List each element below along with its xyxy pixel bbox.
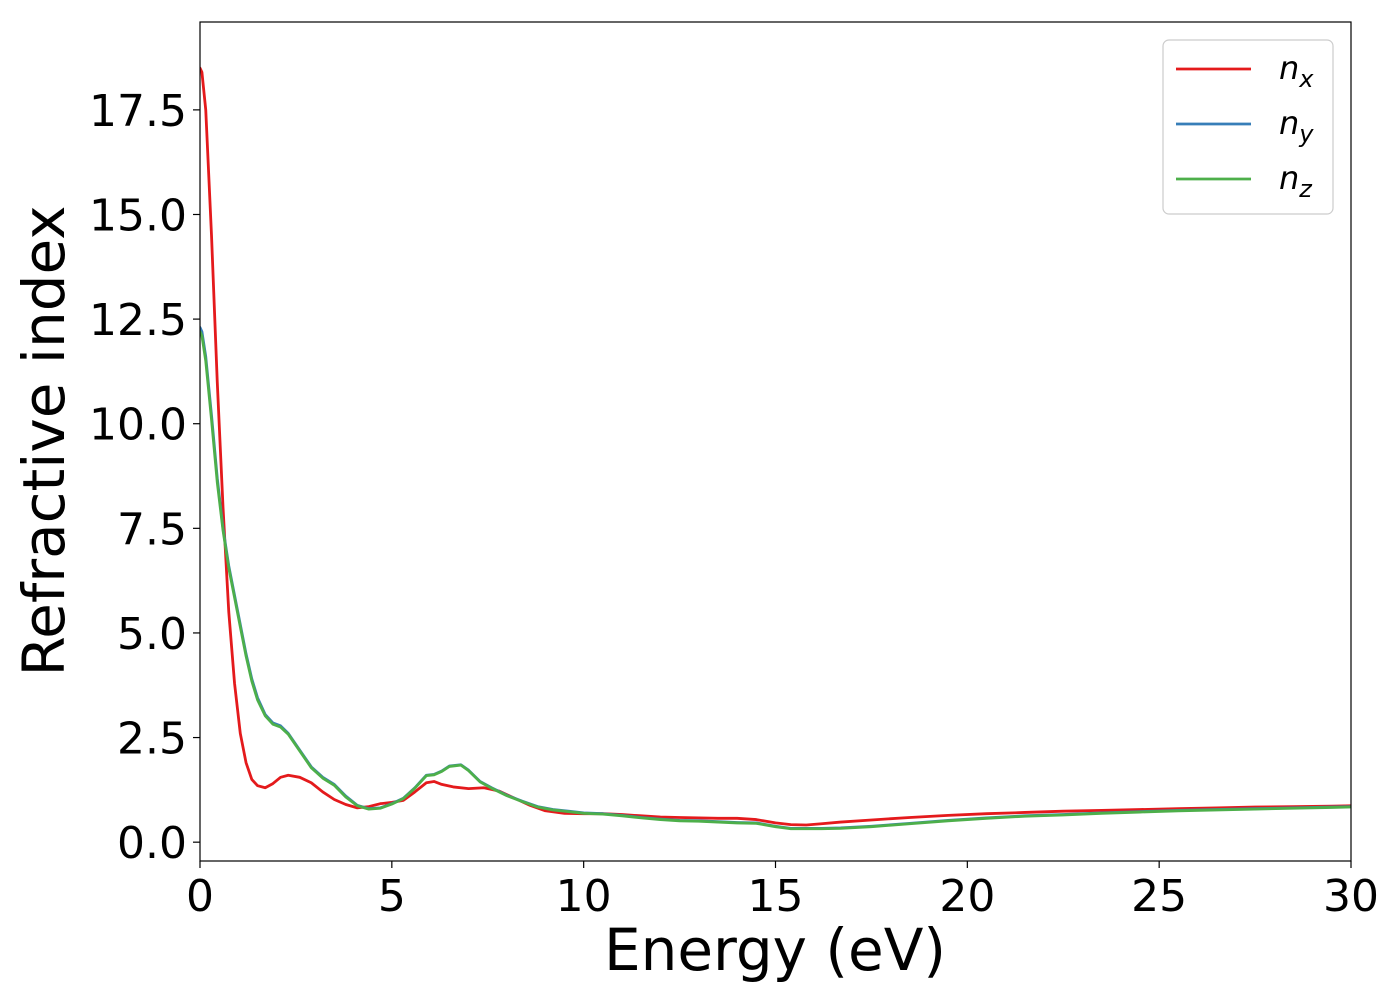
x-axis: 0 5 10 15 20 25 30 xyxy=(186,861,1379,922)
legend-label-subscript: z xyxy=(1298,175,1313,203)
y-tick-label: 7.5 xyxy=(117,504,187,555)
y-tick-label: 10.0 xyxy=(89,400,187,451)
x-tick-label: 15 xyxy=(748,871,804,922)
y-axis-title: Refractive index xyxy=(10,205,78,676)
x-axis-title: Energy (eV) xyxy=(604,916,946,984)
series-line-y xyxy=(200,326,1351,830)
legend-frame xyxy=(1162,39,1334,215)
legend-label-base: n xyxy=(1279,159,1299,197)
series-line-z xyxy=(200,330,1351,831)
legend-label-z: nz xyxy=(1279,159,1313,203)
x-tick-label: 30 xyxy=(1323,871,1379,922)
legend-label-subscript: x xyxy=(1298,65,1314,93)
y-tick-label: 2.5 xyxy=(117,714,187,765)
x-tick-label: 5 xyxy=(378,871,406,922)
x-tick-label: 10 xyxy=(556,871,612,922)
y-tick-label: 0.0 xyxy=(117,818,187,869)
x-tick-label: 20 xyxy=(939,871,995,922)
legend-label-base: n xyxy=(1279,104,1299,142)
x-tick-label: 25 xyxy=(1131,871,1187,922)
legend-label-x: nx xyxy=(1279,49,1314,93)
y-axis: 0.0 2.5 5.0 7.5 10.0 12.5 15.0 17.5 xyxy=(89,86,200,869)
y-tick-label: 17.5 xyxy=(89,86,187,137)
legend-label-base: n xyxy=(1279,49,1299,87)
legend-label-subscript: y xyxy=(1298,120,1314,148)
y-tick-label: 15.0 xyxy=(89,190,187,241)
series-group xyxy=(200,66,1351,831)
legend-label-y: ny xyxy=(1279,104,1314,148)
x-tick-label: 0 xyxy=(186,871,214,922)
y-tick-label: 12.5 xyxy=(89,295,187,346)
y-tick-label: 5.0 xyxy=(117,609,187,660)
